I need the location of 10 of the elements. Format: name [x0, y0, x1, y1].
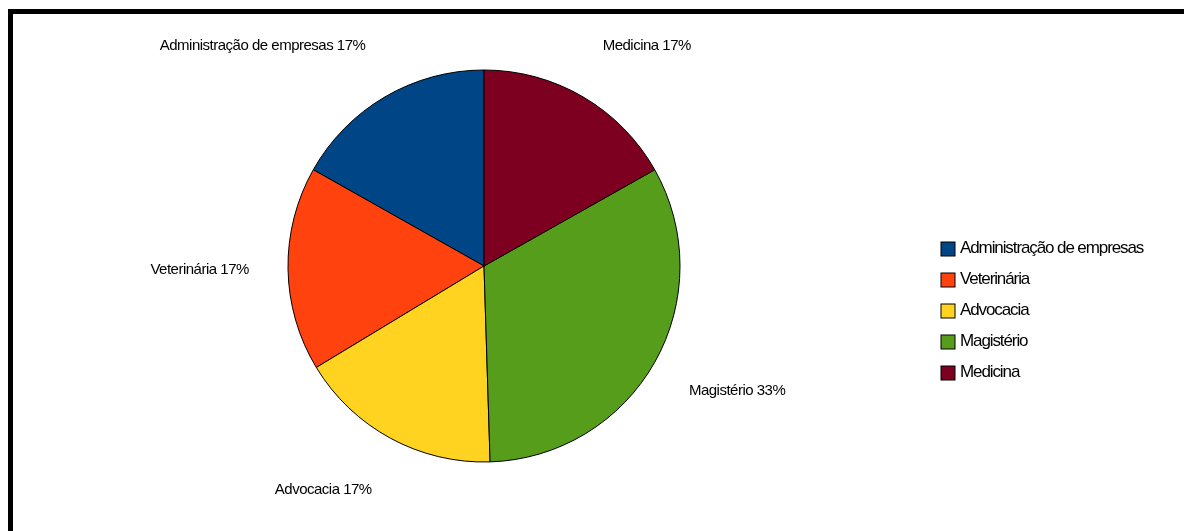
legend-label: Veterinária	[960, 269, 1031, 289]
category-label: Veterinária 17%	[150, 259, 249, 277]
category-label: Magistério 33%	[688, 381, 786, 399]
legend-label: Advocacia	[960, 300, 1031, 320]
category-label: Advocacia 17%	[274, 479, 372, 497]
legend-label: Magistério	[960, 331, 1029, 351]
category-label: Medicina 17%	[602, 35, 691, 53]
category-label: Administração de empresas 17%	[159, 35, 366, 53]
legend-label: Medicina	[960, 362, 1021, 382]
legend-label: Administração de empresas	[960, 238, 1144, 258]
